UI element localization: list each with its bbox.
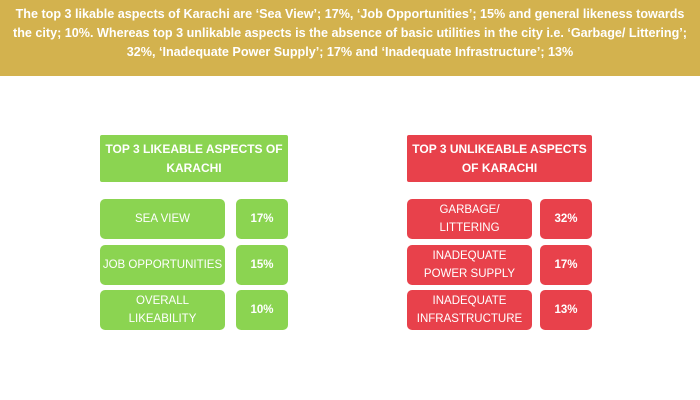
likeable-item-value: 10% [236, 290, 288, 330]
label-line: INADEQUATE [432, 250, 507, 262]
label-line: JOB OPPORTUNITIES [102, 259, 223, 271]
label-line: LIKEABILITY [128, 313, 197, 325]
likeable-item-label: OVERALL LIKEABILITY [100, 290, 225, 330]
likeable-header: TOP 3 LIKEABLE ASPECTS OF KARACHI [100, 135, 288, 182]
unlikeable-item-value: 13% [540, 290, 592, 330]
summary-banner: The top 3 likable aspects of Karachi are… [0, 0, 700, 76]
summary-line: 32%, ‘Inadequate Power Supply’; 17% and … [126, 45, 574, 59]
unlikeable-header: TOP 3 UNLIKEABLE ASPECTS OF KARACHI [407, 135, 592, 182]
likeable-item-label: SEA VIEW [100, 199, 225, 239]
likeable-header-line: KARACHI [166, 160, 222, 175]
summary-line: The top 3 likable aspects of Karachi are… [15, 7, 685, 21]
label-line: INFRASTRUCTURE [416, 313, 523, 325]
unlikeable-item-label: GARBAGE/ LITTERING [407, 199, 532, 239]
likeable-item-label: JOB OPPORTUNITIES [100, 245, 225, 285]
likeable-item-value: 17% [236, 199, 288, 239]
label-line: OVERALL [135, 295, 190, 307]
unlikeable-item-label: INADEQUATE POWER SUPPLY [407, 245, 532, 285]
label-line: INADEQUATE [432, 295, 507, 307]
label-line: LITTERING [439, 222, 500, 234]
likeable-item-value: 15% [236, 245, 288, 285]
unlikeable-item-value: 32% [540, 199, 592, 239]
likeable-header-line: TOP 3 LIKEABLE ASPECTS OF [105, 141, 283, 156]
unlikeable-header-line: TOP 3 UNLIKEABLE ASPECTS [412, 141, 587, 156]
label-line: POWER SUPPLY [423, 268, 516, 280]
label-line: GARBAGE/ [439, 204, 500, 216]
unlikeable-item-label: INADEQUATE INFRASTRUCTURE [407, 290, 532, 330]
unlikeable-item-value: 17% [540, 245, 592, 285]
unlikeable-header-line: OF KARACHI [461, 160, 538, 175]
label-line: SEA VIEW [135, 213, 190, 225]
summary-line: the city; 10%. Whereas top 3 unlikable a… [13, 26, 687, 40]
